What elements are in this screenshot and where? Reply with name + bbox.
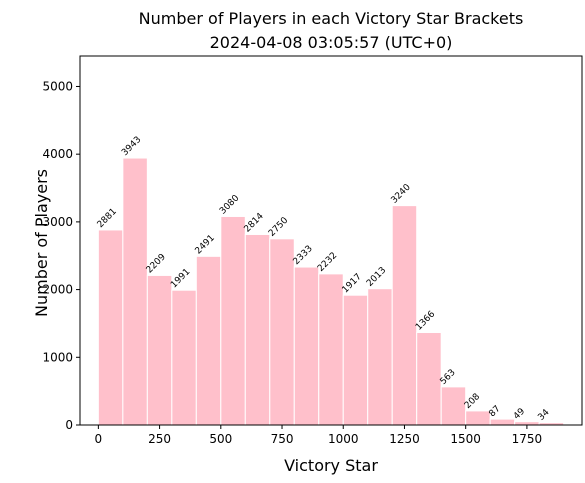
data-label: 2491 — [194, 233, 217, 256]
x-tick-label: 250 — [148, 432, 171, 446]
data-label: 2814 — [243, 211, 266, 234]
chart-title-line2: 2024-04-08 03:05:57 (UTC+0) — [210, 33, 453, 52]
data-label: 2750 — [267, 215, 290, 238]
data-label: 34 — [536, 407, 551, 422]
plot-frame — [79, 55, 583, 426]
chart-title-line1: Number of Players in each Victory Star B… — [139, 9, 524, 28]
bar — [195, 255, 222, 426]
x-tick-label: 1750 — [512, 432, 543, 446]
x-axis-label: Victory Star — [284, 456, 378, 475]
x-tick-label: 1000 — [328, 432, 359, 446]
data-label: 1917 — [341, 272, 364, 295]
bar — [489, 418, 516, 426]
bar — [244, 233, 271, 426]
x-tick-label: 1250 — [389, 432, 420, 446]
y-tick-label: 3000 — [42, 215, 73, 229]
data-label: 2232 — [316, 251, 339, 274]
bar — [342, 294, 369, 426]
data-label: 1366 — [414, 309, 437, 332]
y-tick-label: 4000 — [42, 147, 73, 161]
bar — [269, 238, 295, 426]
y-axis: 0 1000 2000 3000 4000 5000 — [42, 79, 80, 432]
bar — [318, 273, 344, 426]
data-label: 2209 — [145, 252, 168, 275]
data-label: 3943 — [120, 135, 143, 158]
data-label: 2881 — [96, 207, 119, 230]
bar — [293, 266, 320, 426]
x-tick-label: 1500 — [450, 432, 481, 446]
data-label: 3080 — [218, 193, 241, 216]
bar — [171, 289, 197, 426]
bar — [146, 274, 173, 426]
x-tick-label: 500 — [209, 432, 232, 446]
bar — [440, 386, 467, 426]
bar — [97, 229, 124, 426]
bars-group — [97, 157, 565, 426]
y-tick-label: 0 — [65, 418, 73, 432]
y-tick-label: 1000 — [42, 350, 73, 364]
data-label: 3240 — [390, 182, 413, 205]
bar — [416, 332, 442, 426]
x-tick-label: 750 — [271, 432, 294, 446]
x-axis: 0 250 500 750 1000 1250 1500 1750 — [95, 425, 543, 446]
y-tick-label: 5000 — [42, 79, 73, 93]
y-tick-label: 2000 — [42, 283, 73, 297]
bar — [367, 288, 393, 426]
x-tick-label: 0 — [95, 432, 103, 446]
data-label: 2013 — [365, 266, 388, 289]
bar — [465, 410, 491, 426]
data-label: 2333 — [292, 244, 315, 267]
bar — [391, 205, 418, 426]
y-axis-label: Number of Players — [32, 169, 51, 317]
bar — [220, 215, 246, 426]
data-label: 1991 — [169, 267, 192, 290]
bar — [122, 157, 148, 426]
